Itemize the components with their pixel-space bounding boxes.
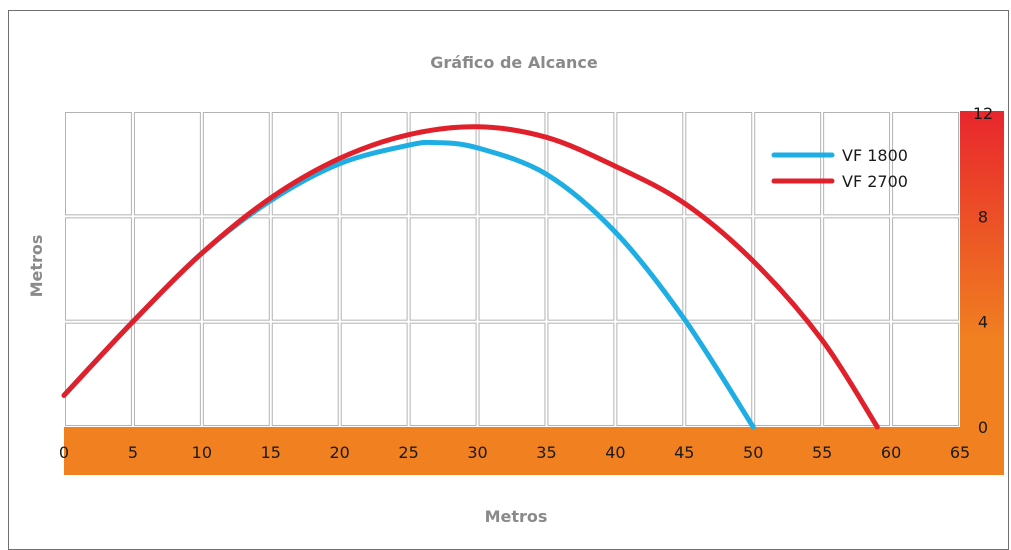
grid-cell: [202, 217, 270, 321]
y-tick-label: 8: [978, 207, 988, 226]
grid-cell: [892, 217, 959, 321]
grid-cell: [616, 217, 684, 321]
series-layer: [61, 124, 880, 430]
series-line-vf2700: [61, 124, 880, 430]
x-tick-label: 35: [536, 443, 556, 462]
grid-cell: [202, 322, 270, 426]
grid-cell: [547, 322, 615, 426]
x-tick-label: 5: [128, 443, 138, 462]
x-tick-label: 45: [674, 443, 694, 462]
x-tick-label: 40: [605, 443, 625, 462]
grid-cell: [892, 112, 959, 216]
grid-cell: [65, 322, 132, 426]
grid-cell: [892, 322, 959, 426]
x-tick-label: 50: [743, 443, 763, 462]
grid-cell: [65, 112, 132, 216]
x-axis-label: Metros: [485, 507, 548, 526]
grid-cell: [478, 217, 546, 321]
grid-cell: [65, 217, 132, 321]
chart-title: Gráfico de Alcance: [430, 53, 598, 72]
grid-cell: [685, 322, 753, 426]
legend: VF 1800 VF 2700: [771, 146, 908, 191]
y-axis-band: [960, 111, 1004, 428]
grid-cell: [754, 112, 822, 216]
grid-cell: [478, 322, 546, 426]
grid-cell: [754, 217, 822, 321]
grid-cell: [271, 322, 339, 426]
y-tick-label: 0: [978, 418, 988, 437]
x-tick-label: 20: [330, 443, 350, 462]
x-tick-label: 55: [812, 443, 832, 462]
grid-cell: [340, 112, 408, 216]
grid-cell: [478, 112, 546, 216]
grid-cell: [823, 217, 891, 321]
grid-cell: [202, 112, 270, 216]
x-tick-label: 15: [261, 443, 281, 462]
grid-cell: [547, 217, 615, 321]
y-axis-label: Metros: [27, 235, 46, 298]
grid-cell: [685, 217, 753, 321]
legend-label-vf1800: VF 1800: [842, 146, 908, 165]
legend-label-vf2700: VF 2700: [842, 172, 908, 191]
grid-cell: [340, 322, 408, 426]
x-tick-label: 0: [59, 443, 69, 462]
x-tick-label: 30: [467, 443, 487, 462]
x-tick-label: 60: [881, 443, 901, 462]
grid-cell: [616, 112, 684, 216]
grid-cell: [409, 217, 477, 321]
grid-cell: [823, 112, 891, 216]
grid-cell: [823, 322, 891, 426]
y-tick-label: 4: [978, 313, 988, 332]
grid-cell: [409, 112, 477, 216]
y-tick-labels: 0 4 8 12: [973, 104, 993, 437]
grid-cell: [685, 112, 753, 216]
grid-cell: [409, 322, 477, 426]
x-tick-label: 10: [192, 443, 212, 462]
grid-cell: [754, 322, 822, 426]
grid-cell: [133, 322, 201, 426]
x-tick-label: 65: [950, 443, 970, 462]
grid-cell: [133, 217, 201, 321]
grid-cell: [133, 112, 201, 216]
grid: [65, 112, 959, 426]
y-tick-label: 12: [973, 104, 993, 123]
x-tick-label: 25: [398, 443, 418, 462]
x-axis-band: [64, 427, 1004, 475]
grid-cell: [271, 217, 339, 321]
x-tick-labels: 0 5 10 15 20 25 30 35 40 45 50 55 60 65: [59, 443, 970, 462]
grid-cell: [340, 217, 408, 321]
grid-cell: [616, 322, 684, 426]
